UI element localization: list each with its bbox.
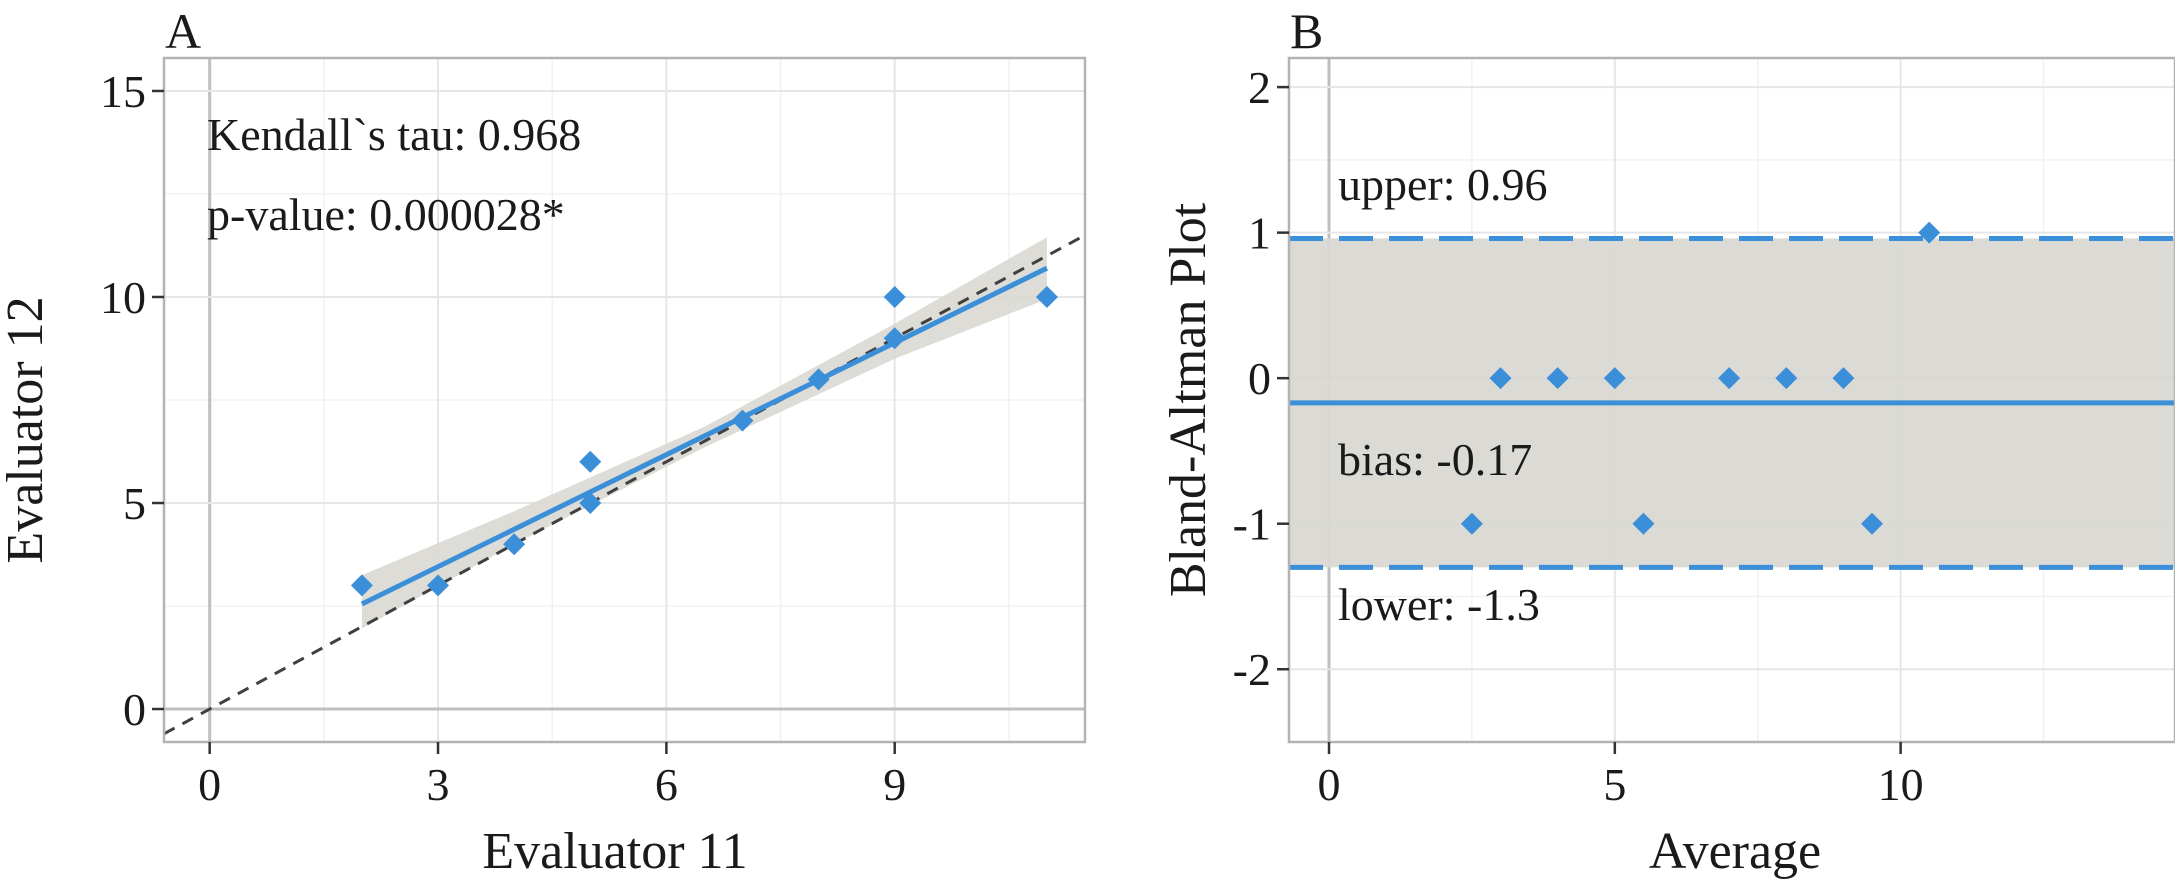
data-point <box>350 574 373 597</box>
panel-b-y-tick-label: -2 <box>1233 644 1271 695</box>
panel-b-x-tick-label: 5 <box>1603 759 1626 810</box>
panel-a-frame <box>162 56 1087 744</box>
panel-a-y-tick-label: 0 <box>123 684 146 735</box>
panel-b-x-ticks: 0 5 10 <box>1318 742 1924 810</box>
panel-a-y-ticks: 0 5 10 15 <box>100 66 164 735</box>
panel-a: A 0 3 6 9 0 5 10 15 Kendall`s tau: 0.968 p-val… <box>0 3 1087 880</box>
panel-b-annotation-lower: lower: -1.3 <box>1338 579 1540 630</box>
data-point <box>579 450 602 473</box>
panel-b-y-axis-title: Bland-Altman Plot <box>1160 202 1217 597</box>
panel-a-y-tick-label: 10 <box>100 272 146 323</box>
panel-b-limit-lines <box>1289 235 2175 570</box>
panel-a-identity-line <box>163 233 1086 736</box>
data-point <box>1832 367 1855 390</box>
data-point <box>1460 512 1483 535</box>
panel-a-y-tick-label: 5 <box>123 478 146 529</box>
panel-a-annotation-pvalue: p-value: 0.000028* <box>207 189 565 240</box>
panel-a-annotation-tau: Kendall`s tau: 0.968 <box>207 109 581 160</box>
panel-b-annotation-bias: bias: -0.17 <box>1338 434 1532 485</box>
data-point <box>1035 285 1058 308</box>
panel-b-annotation-upper: upper: 0.96 <box>1338 159 1548 210</box>
panel-a-x-tick-label: 0 <box>198 759 221 810</box>
panel-b-x-axis-title: Average <box>1649 823 1821 880</box>
panel-a-minor-grid <box>164 58 1085 742</box>
panel-a-x-axis-title: Evaluator 11 <box>482 823 747 880</box>
panel-a-x-ticks: 0 3 6 9 <box>198 742 906 810</box>
panel-b: B 0 5 10 -2 -1 0 1 2 upper: 0.96 bias: -0.17 l… <box>1160 3 2175 880</box>
confidence-band-area <box>361 237 1047 629</box>
data-point <box>1546 367 1569 390</box>
data-point <box>427 574 450 597</box>
data-point <box>1489 367 1512 390</box>
data-point <box>1918 221 1941 244</box>
data-point <box>731 409 754 432</box>
panel-a-y-axis-title: Evaluator 12 <box>0 296 54 563</box>
data-point <box>883 327 906 350</box>
panel-a-x-tick-label: 6 <box>655 759 678 810</box>
panel-a-label: A <box>165 3 201 59</box>
data-point <box>1861 512 1884 535</box>
panel-b-x-tick-label: 10 <box>1878 759 1924 810</box>
panel-b-y-tick-label: 0 <box>1248 353 1271 404</box>
panel-b-points <box>1460 221 1941 535</box>
panel-a-confidence-band <box>361 237 1047 629</box>
panel-a-regression-line <box>360 265 1049 607</box>
identity-dashed-line <box>163 233 1086 736</box>
data-point <box>1718 367 1741 390</box>
panel-b-frame <box>1287 56 2175 744</box>
data-point <box>1603 367 1626 390</box>
panel-a-points <box>350 285 1058 597</box>
data-point <box>807 368 830 391</box>
panel-b-y-tick-label: 1 <box>1248 208 1271 259</box>
panel-b-y-tick-label: -1 <box>1233 499 1271 550</box>
panel-a-major-grid <box>164 58 1085 742</box>
panel-a-x-tick-label: 3 <box>427 759 450 810</box>
data-point <box>503 533 526 556</box>
panel-a-y-tick-label: 15 <box>100 66 146 117</box>
regression-line <box>360 265 1049 607</box>
data-point <box>1632 512 1655 535</box>
data-point <box>1775 367 1798 390</box>
panel-a-x-tick-label: 9 <box>883 759 906 810</box>
panel-b-x-tick-label: 0 <box>1318 759 1341 810</box>
data-point <box>579 492 602 515</box>
panel-b-label: B <box>1290 3 1323 59</box>
data-point <box>883 285 906 308</box>
panel-b-y-ticks: -2 -1 0 1 2 <box>1233 62 1289 695</box>
panel-b-y-tick-label: 2 <box>1248 62 1271 113</box>
